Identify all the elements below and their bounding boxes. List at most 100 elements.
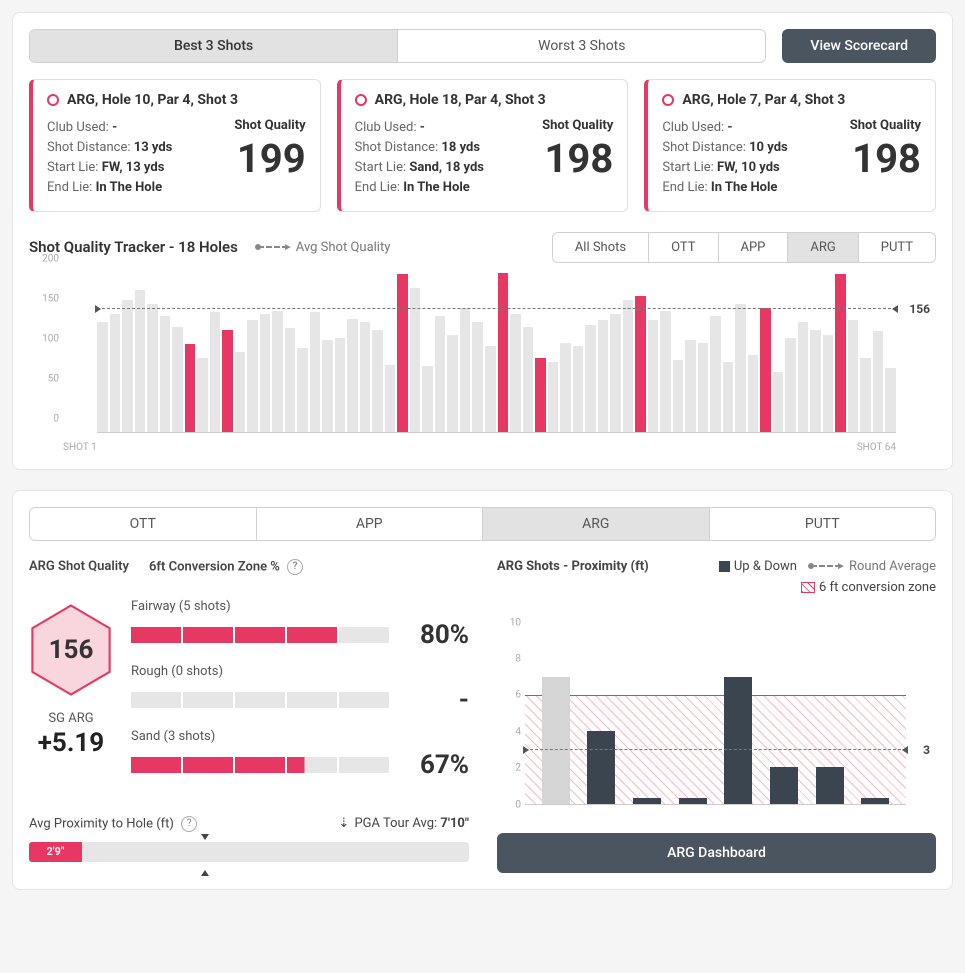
proximity-bar[interactable] xyxy=(542,677,570,804)
tracker-bar[interactable] xyxy=(860,358,871,431)
tracker-bar[interactable] xyxy=(222,330,233,432)
proximity-bar[interactable] xyxy=(633,798,661,803)
tracker-title: Shot Quality Tracker - 18 Holes xyxy=(29,238,238,256)
tracker-bar[interactable] xyxy=(335,338,346,432)
bottom-tab-putt[interactable]: PUTT xyxy=(710,508,936,540)
tracker-bar[interactable] xyxy=(885,368,896,432)
tracker-bar[interactable] xyxy=(285,328,296,431)
tracker-bar[interactable] xyxy=(97,322,108,432)
tracker-tab-all-shots[interactable]: All Shots xyxy=(553,233,649,262)
seg-cell xyxy=(339,627,389,643)
proximity-bar[interactable] xyxy=(679,798,707,803)
tracker-bar[interactable] xyxy=(447,335,458,432)
tracker-bar[interactable] xyxy=(397,274,408,431)
view-scorecard-button[interactable]: View Scorecard xyxy=(782,29,936,63)
shot-card[interactable]: ARG, Hole 10, Par 4, Shot 3 Club Used: -… xyxy=(29,79,321,212)
tracker-bar[interactable] xyxy=(585,325,596,432)
tracker-bar[interactable] xyxy=(610,314,621,432)
tracker-bar[interactable] xyxy=(498,273,509,431)
tracker-bar[interactable] xyxy=(422,366,433,431)
proximity-bar[interactable] xyxy=(587,731,615,803)
prox-track: 2'9" xyxy=(29,842,469,862)
tracker-bar[interactable] xyxy=(773,372,784,432)
shot-card[interactable]: ARG, Hole 18, Par 4, Shot 3 Club Used: -… xyxy=(337,79,629,212)
bottom-tab-app[interactable]: APP xyxy=(257,508,484,540)
tracker-bar[interactable] xyxy=(160,316,171,431)
shot-card[interactable]: ARG, Hole 7, Par 4, Shot 3 Club Used: - … xyxy=(644,79,936,212)
tracker-bar[interactable] xyxy=(873,331,884,431)
tracker-bar[interactable] xyxy=(598,320,609,431)
tracker-tab-app[interactable]: APP xyxy=(719,233,789,262)
tracker-tab-ott[interactable]: OTT xyxy=(649,233,718,262)
tracker-bar[interactable] xyxy=(560,343,571,432)
tracker-bar[interactable] xyxy=(723,362,734,432)
proximity-bar[interactable] xyxy=(770,767,798,803)
tracker-bar[interactable] xyxy=(848,320,859,431)
shots-segment-worst-3-shots[interactable]: Worst 3 Shots xyxy=(398,30,765,62)
tracker-bar[interactable] xyxy=(710,316,721,432)
round-avg-line: 3 xyxy=(525,749,906,750)
tracker-bar[interactable] xyxy=(247,320,258,431)
tracker-bar[interactable] xyxy=(360,322,371,432)
tracker-bar[interactable] xyxy=(347,319,358,432)
shots-segment-best-3-shots[interactable]: Best 3 Shots xyxy=(30,30,398,62)
tracker-bar[interactable] xyxy=(435,316,446,431)
help-icon[interactable]: ? xyxy=(287,559,303,575)
tracker-bar[interactable] xyxy=(310,312,321,431)
help-icon[interactable]: ? xyxy=(181,816,197,832)
tracker-bar[interactable] xyxy=(673,360,684,432)
bottom-tab-arg[interactable]: ARG xyxy=(483,508,710,540)
tracker-bar[interactable] xyxy=(535,358,546,431)
tracker-bar[interactable] xyxy=(135,290,146,432)
tracker-bar[interactable] xyxy=(460,308,471,431)
tracker-bar[interactable] xyxy=(698,343,709,432)
tracker-bar[interactable] xyxy=(122,300,133,431)
tracker-bar[interactable] xyxy=(172,327,183,432)
tracker-bar[interactable] xyxy=(623,300,634,431)
tracker-bar[interactable] xyxy=(823,335,834,432)
tracker-bar[interactable] xyxy=(648,320,659,431)
tracker-bar[interactable] xyxy=(410,288,421,431)
tracker-bar[interactable] xyxy=(835,274,846,431)
shot-card-title: ARG, Hole 18, Par 4, Shot 3 xyxy=(355,92,614,108)
arg-dashboard-button[interactable]: ARG Dashboard xyxy=(497,833,936,873)
tracker-bar[interactable] xyxy=(272,311,283,432)
tracker-bar[interactable] xyxy=(110,314,121,432)
tracker-bar[interactable] xyxy=(798,322,809,432)
tracker-bar[interactable] xyxy=(748,355,759,431)
tracker-bar[interactable] xyxy=(235,352,246,432)
tracker-bar[interactable] xyxy=(635,296,646,431)
x-end: SHOT 64 xyxy=(857,442,896,453)
tracker-bar[interactable] xyxy=(548,362,559,432)
seg-cell xyxy=(339,692,389,708)
tracker-bar[interactable] xyxy=(523,327,534,432)
bottom-tab-ott[interactable]: OTT xyxy=(30,508,257,540)
tracker-bar[interactable] xyxy=(785,338,796,432)
tracker-tab-putt[interactable]: PUTT xyxy=(859,233,935,262)
proximity-bar[interactable] xyxy=(724,677,752,804)
tracker-bar[interactable] xyxy=(297,348,308,431)
tracker-bar[interactable] xyxy=(372,330,383,432)
tracker-bar[interactable] xyxy=(660,311,671,432)
tracker-bar[interactable] xyxy=(197,358,208,431)
tracker-bar[interactable] xyxy=(485,346,496,432)
seg-cell xyxy=(287,692,337,708)
tracker-bar[interactable] xyxy=(147,304,158,431)
tracker-tab-arg[interactable]: ARG xyxy=(788,233,858,262)
seg-cell xyxy=(183,627,233,643)
proximity-bar[interactable] xyxy=(861,798,889,803)
tracker-bar[interactable] xyxy=(685,340,696,431)
tracker-bar[interactable] xyxy=(260,314,271,432)
tracker-bar[interactable] xyxy=(735,304,746,431)
tracker-bar[interactable] xyxy=(810,330,821,432)
tracker-bar[interactable] xyxy=(573,346,584,432)
proximity-bar[interactable] xyxy=(816,767,844,803)
tracker-bar[interactable] xyxy=(185,344,196,431)
tracker-bar[interactable] xyxy=(322,340,333,431)
tracker-yaxis: 050100150200 xyxy=(29,273,63,433)
tracker-bar[interactable] xyxy=(472,322,483,432)
tracker-bar[interactable] xyxy=(760,308,771,431)
tracker-bar[interactable] xyxy=(210,312,221,431)
tracker-bar[interactable] xyxy=(385,365,396,432)
tracker-bar[interactable] xyxy=(510,314,521,432)
